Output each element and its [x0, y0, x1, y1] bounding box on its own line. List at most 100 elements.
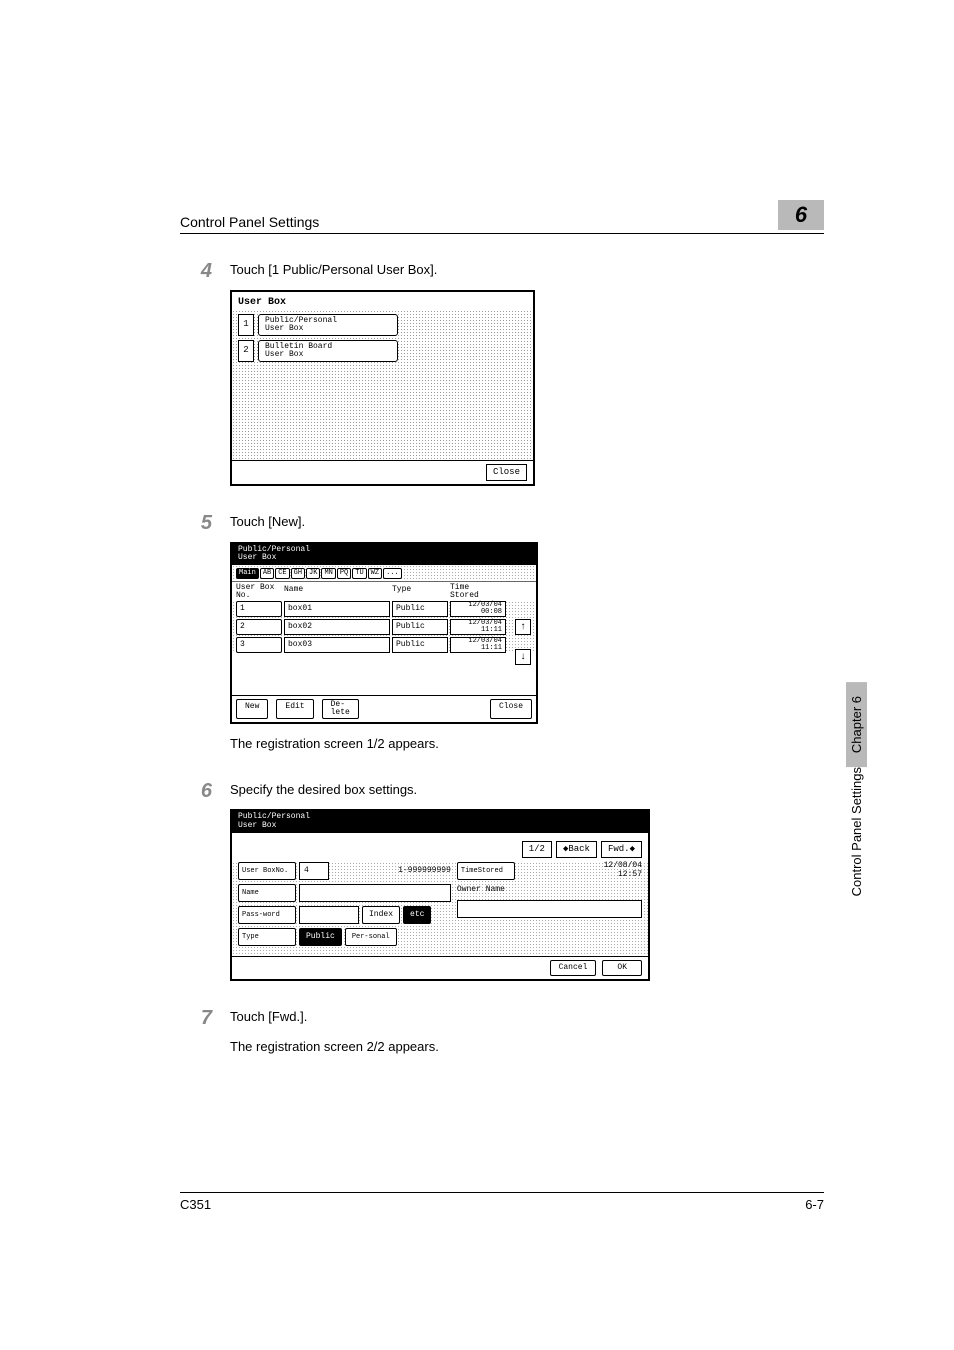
list-row[interactable]: 3 box03 Public 12/03/0411:11 [236, 637, 532, 653]
step-body: Specify the desired box settings. Public… [230, 780, 824, 982]
scroll-buttons: ↑ ↓ [515, 619, 531, 665]
close-button[interactable]: Close [486, 464, 527, 482]
step-text: Touch [1 Public/Personal User Box]. [230, 260, 824, 280]
tab-gh[interactable]: GH [291, 568, 305, 579]
cell-name: box01 [284, 601, 390, 617]
field-boxno[interactable]: 4 [299, 862, 329, 880]
delete-button[interactable]: De-lete [322, 699, 359, 719]
cell-time: 12/03/0411:11 [450, 637, 506, 653]
screen-title: Public/Personal User Box [232, 811, 648, 833]
list-wrap: 1 box01 Public 12/03/0400:08 2 box02 Pub… [232, 601, 536, 695]
screen-title: Public/Personal User Box [232, 544, 536, 566]
menu-row-1: 1 Public/Personal User Box [238, 314, 527, 336]
cell-no: 1 [236, 601, 282, 617]
list-row[interactable]: 2 box02 Public 12/03/0411:11 [236, 619, 532, 635]
screen-footer: Cancel OK [232, 956, 648, 979]
ok-button[interactable]: OK [602, 960, 642, 976]
page: Control Panel Settings 6 4 Touch [1 Publ… [0, 0, 954, 1350]
cell-time: 12/03/0411:11 [450, 619, 506, 635]
title-l1: Public/Personal [238, 545, 310, 554]
label-type: Type [238, 928, 296, 946]
tab-jk[interactable]: JK [306, 568, 320, 579]
field-password[interactable] [299, 906, 359, 924]
tab-wz[interactable]: WZ [368, 568, 382, 579]
tab-tu[interactable]: TU [352, 568, 366, 579]
step-body: Touch [New]. Public/Personal User Box Ma… [230, 512, 824, 754]
screen-footer: New Edit De-lete Close [232, 695, 536, 722]
step-number: 6 [180, 780, 230, 982]
step-body: Touch [Fwd.]. The registration screen 2/… [230, 1007, 824, 1056]
label-name[interactable]: Name [238, 884, 296, 902]
page-footer: C351 6-7 [180, 1192, 824, 1212]
cell-no: 3 [236, 637, 282, 653]
cell-no: 2 [236, 619, 282, 635]
menu-row-2: 2 Bulletin Board User Box [238, 340, 527, 362]
header-title: Control Panel Settings [180, 214, 770, 230]
step-6: 6 Specify the desired box settings. Publ… [180, 780, 824, 982]
tab-ab[interactable]: AB [260, 568, 274, 579]
step-text: Touch [New]. [230, 512, 824, 532]
label-password[interactable]: Pass-word [238, 906, 296, 924]
spacer [367, 699, 482, 719]
field-owner[interactable] [457, 900, 642, 918]
step-text: Touch [Fwd.]. [230, 1007, 824, 1027]
header-row: Control Panel Settings 6 [180, 200, 824, 234]
cancel-button[interactable]: Cancel [550, 960, 597, 976]
public-personal-button[interactable]: Public/Personal User Box [258, 314, 398, 336]
step-number: 5 [180, 512, 230, 754]
col-type: Type [392, 584, 450, 600]
step-7: 7 Touch [Fwd.]. The registration screen … [180, 1007, 824, 1056]
fwd-button[interactable]: Fwd.◆ [601, 841, 642, 859]
row-time: TimeStored 12/08/0412:57 [457, 862, 642, 880]
index-button[interactable]: Index [362, 906, 400, 924]
form-right: TimeStored 12/08/0412:57 Owner Name [457, 862, 642, 950]
row-boxno: User BoxNo. 4 1-999999999 [238, 862, 451, 880]
footer-page: 6-7 [805, 1197, 824, 1212]
index-tabs: Main AB CE GH JK MN PQ TU WZ ... [232, 565, 536, 582]
step-text: Specify the desired box settings. [230, 780, 824, 800]
col-time: TimeStored [450, 584, 532, 600]
field-name[interactable] [299, 884, 451, 902]
tab-main[interactable]: Main [236, 568, 259, 579]
tab-pq[interactable]: PQ [337, 568, 351, 579]
row-type: Type Public Per-sonal [238, 928, 451, 946]
step-body: Touch [1 Public/Personal User Box]. User… [230, 260, 824, 486]
cell-type: Public [392, 601, 448, 617]
cell-name: box03 [284, 637, 390, 653]
step-number: 7 [180, 1007, 230, 1056]
label-owner: Owner Name [457, 884, 505, 896]
side-section: Control Panel Settings [846, 767, 867, 912]
step-result: The registration screen 1/2 appears. [230, 734, 824, 754]
scroll-down-button[interactable]: ↓ [515, 649, 531, 665]
screen-title: User Box [232, 292, 533, 310]
btn-line2: User Box [265, 325, 391, 333]
scroll-up-button[interactable]: ↑ [515, 619, 531, 635]
type-personal-button[interactable]: Per-sonal [345, 928, 397, 946]
edit-button[interactable]: Edit [276, 699, 313, 719]
back-button[interactable]: ◆Back [556, 841, 597, 859]
time-value: 12/08/0412:57 [604, 862, 642, 880]
col-name: Name [284, 584, 392, 600]
etc-button[interactable]: etc [403, 906, 431, 924]
label-time: TimeStored [457, 862, 515, 880]
cell-time: 12/03/0400:08 [450, 601, 506, 617]
bulletin-board-button[interactable]: Bulletin Board User Box [258, 340, 398, 362]
tab-mn[interactable]: MN [321, 568, 335, 579]
title-l1: Public/Personal [238, 812, 310, 821]
cell-type: Public [392, 619, 448, 635]
nav-row: 1/2 ◆Back Fwd.◆ [232, 833, 648, 863]
step-number: 4 [180, 260, 230, 486]
row-owner: Owner Name [457, 884, 642, 896]
screen-footer: Close [232, 460, 533, 485]
tab-ce[interactable]: CE [275, 568, 289, 579]
close-button[interactable]: Close [490, 699, 532, 719]
screen-userbox: User Box 1 Public/Personal User Box 2 Bu… [230, 290, 535, 487]
new-button[interactable]: New [236, 699, 268, 719]
step-result: The registration screen 2/2 appears. [230, 1037, 824, 1057]
type-public-button[interactable]: Public [299, 928, 342, 946]
screen-boxlist: Public/Personal User Box Main AB CE GH J… [230, 542, 538, 725]
menu-number: 1 [238, 314, 254, 336]
list-row[interactable]: 1 box01 Public 12/03/0400:08 [236, 601, 532, 617]
box-list: 1 box01 Public 12/03/0400:08 2 box02 Pub… [232, 601, 536, 653]
tab-more[interactable]: ... [383, 568, 402, 579]
